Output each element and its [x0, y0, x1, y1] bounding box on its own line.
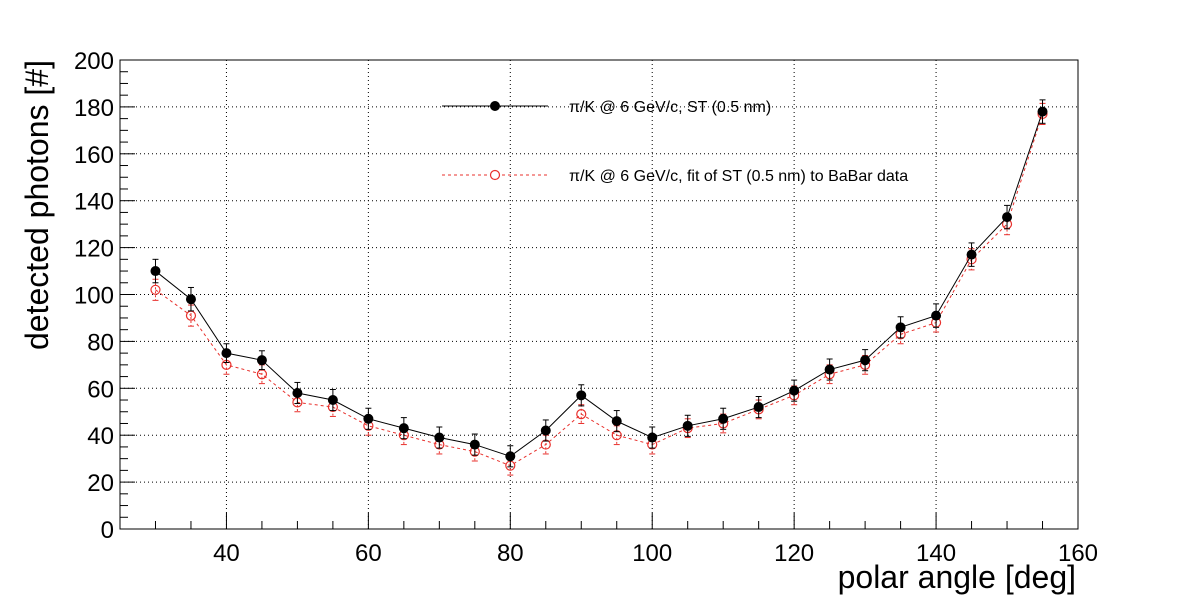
- data-point: [1002, 212, 1013, 223]
- y-tick-label: 40: [87, 423, 114, 450]
- y-tick-label: 20: [87, 470, 114, 497]
- x-tick-label: 100: [632, 540, 672, 567]
- y-tick-label: 60: [87, 376, 114, 403]
- data-point: [505, 451, 516, 462]
- y-tick-label: 80: [87, 329, 114, 356]
- series-layer: [150, 99, 1048, 476]
- data-point: [718, 413, 729, 424]
- data-point: [789, 385, 800, 396]
- legend: π/K @ 6 GeV/c, ST (0.5 nm) π/K @ 6 GeV/c,…: [442, 99, 908, 185]
- legend-label: π/K @ 6 GeV/c, fit of ST (0.5 nm) to BaB…: [569, 168, 908, 185]
- series-2: [150, 102, 1048, 476]
- data-point: [895, 322, 906, 333]
- series-1: [150, 99, 1048, 468]
- data-point: [150, 266, 161, 277]
- y-tick-label: 180: [74, 95, 114, 122]
- series-line: [155, 113, 1043, 467]
- data-point: [682, 420, 693, 431]
- grid: [120, 60, 1078, 529]
- y-tick-label: 120: [74, 236, 114, 263]
- y-tick-label: 160: [74, 142, 114, 169]
- data-point: [576, 408, 587, 420]
- data-point: [292, 387, 303, 398]
- data-point: [931, 310, 942, 321]
- x-tick-label: 60: [355, 540, 382, 567]
- y-tick-label: 100: [74, 283, 114, 310]
- data-point: [824, 364, 835, 375]
- data-point: [185, 294, 196, 305]
- legend-marker: [490, 101, 500, 111]
- x-tick-label: 140: [916, 540, 956, 567]
- axes: 40 60 80 100 120 140 160 0 20 40 60 80 100 120 140 160 1…: [74, 48, 1098, 567]
- data-point: [469, 439, 480, 450]
- x-tick-label: 80: [497, 540, 524, 567]
- x-tick-label: 40: [213, 540, 240, 567]
- legend-marker: [489, 169, 501, 181]
- data-point: [221, 348, 232, 359]
- y-axis-label: detected photons [#]: [19, 60, 55, 350]
- x-axis-label: polar angle [deg]: [838, 559, 1076, 595]
- data-point: [1037, 106, 1048, 117]
- data-point: [540, 425, 551, 436]
- data-point: [434, 432, 445, 443]
- x-tick-label: 160: [1058, 540, 1098, 567]
- y-tick-label: 200: [74, 48, 114, 75]
- series-line: [155, 111, 1043, 457]
- data-point: [256, 355, 267, 366]
- data-point: [966, 249, 977, 260]
- data-point: [647, 432, 658, 443]
- data-point: [150, 284, 161, 295]
- y-tick-label: 140: [74, 189, 114, 216]
- plot-frame: [119, 59, 1079, 530]
- legend-label: π/K @ 6 GeV/c, ST (0.5 nm): [569, 99, 771, 116]
- data-point: [363, 413, 374, 424]
- data-point: [398, 423, 409, 434]
- x-tick-label: 120: [774, 540, 814, 567]
- data-point: [753, 402, 764, 413]
- data-point: [860, 355, 871, 366]
- data-point: [611, 416, 622, 427]
- data-point: [327, 395, 338, 406]
- data-point: [576, 390, 587, 401]
- y-tick-label: 0: [101, 517, 114, 544]
